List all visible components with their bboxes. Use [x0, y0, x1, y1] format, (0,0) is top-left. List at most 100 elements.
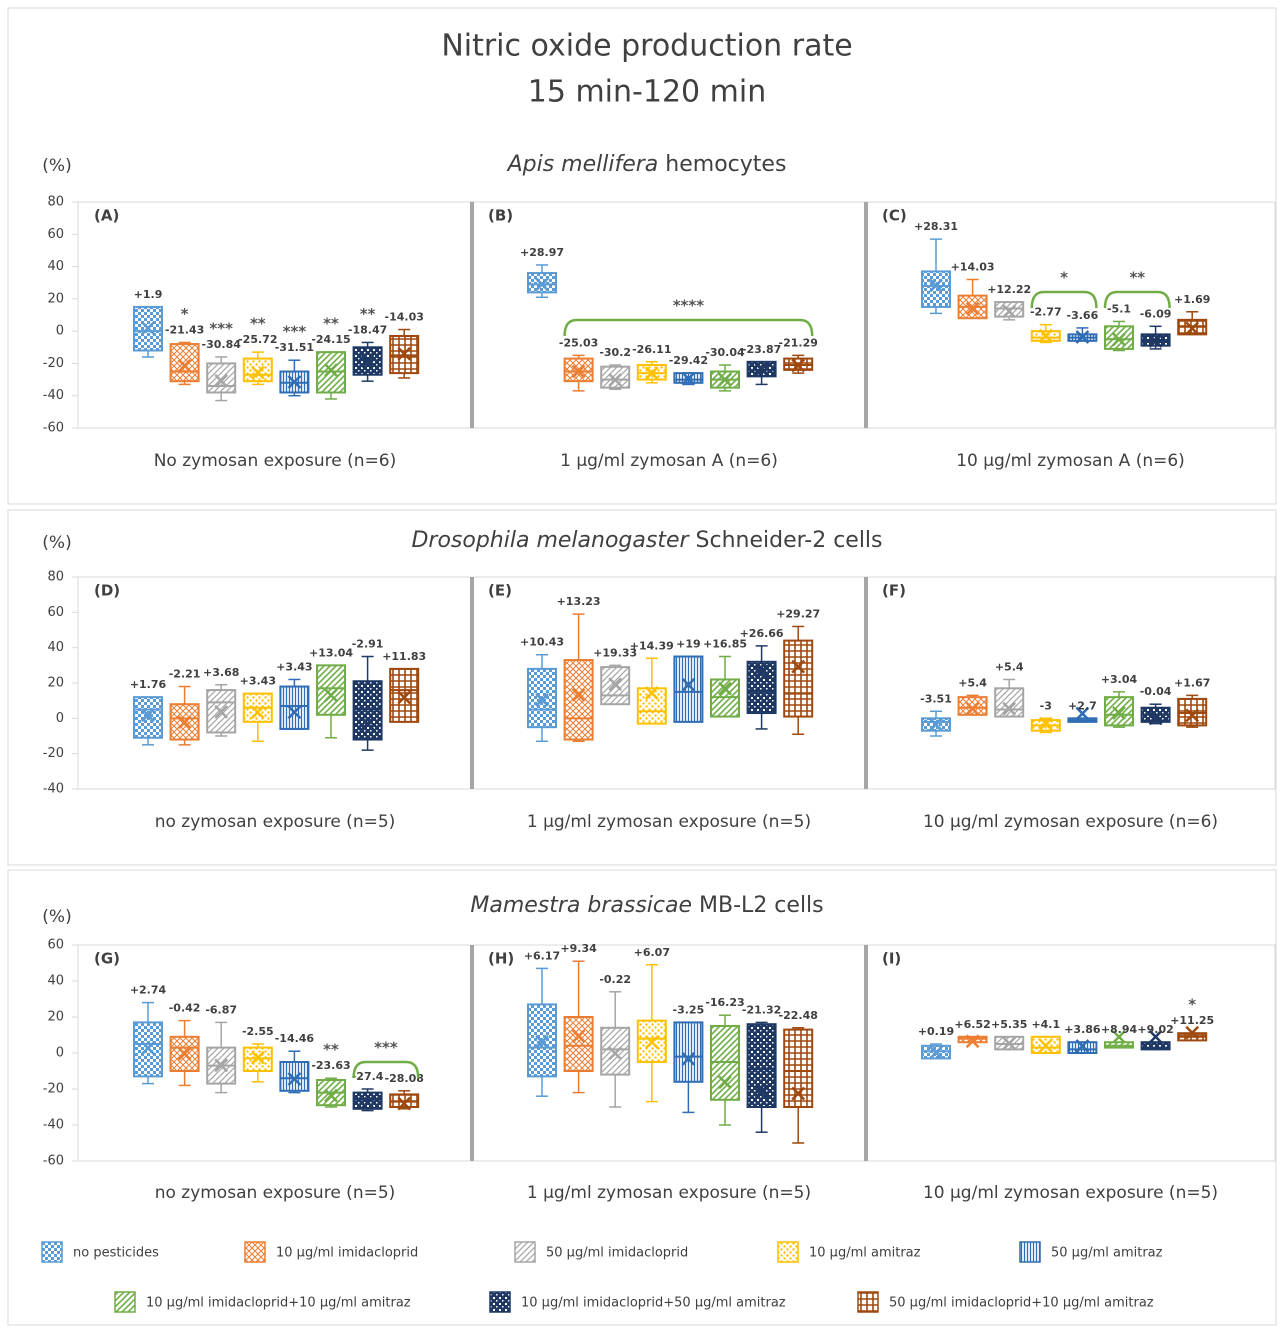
- x-axis-label: No zymosan exposure (n=6): [154, 451, 397, 471]
- y-tick-label: 0: [56, 1046, 64, 1061]
- legend-swatch: [114, 1291, 136, 1313]
- value-label: -21.43: [165, 323, 204, 336]
- mean-marker: [1148, 1029, 1163, 1044]
- y-tick-label: -20: [43, 356, 64, 371]
- y-tick-label: -60: [43, 1154, 64, 1169]
- mean-marker: [754, 664, 769, 679]
- value-label: -26.11: [632, 343, 671, 356]
- value-label: +5.4: [995, 660, 1024, 673]
- mean-marker: [324, 1088, 338, 1103]
- mean-marker: [571, 1029, 586, 1044]
- mean-marker: [965, 1034, 980, 1049]
- value-label: +8.94: [1101, 1023, 1138, 1036]
- mean-marker: [1002, 304, 1017, 319]
- bracket: [1030, 290, 1098, 309]
- value-label: +2.7: [1068, 699, 1097, 712]
- panel-label: (B): [488, 207, 513, 225]
- box: [563, 1016, 594, 1072]
- significance: **: [250, 315, 266, 333]
- value-label: -2.91: [352, 638, 384, 651]
- mean-marker: [1112, 1030, 1126, 1044]
- x-axis-label: 10 µg/ml zymosan exposure (n=6): [923, 812, 1218, 832]
- legend-swatch: [1019, 1241, 1041, 1263]
- mean-marker: [965, 301, 980, 316]
- mean-marker: [929, 278, 943, 293]
- mean-marker: [287, 705, 302, 720]
- section-title-italic: Mamestra brassicae: [470, 893, 692, 918]
- y-unit: (%): [42, 533, 71, 553]
- value-label: +0.19: [918, 1025, 954, 1038]
- value-label: +1.67: [1174, 676, 1210, 689]
- value-label: -0.42: [169, 1002, 201, 1015]
- y-tick-label: 40: [47, 640, 64, 655]
- x-axis-label: 1 µg/ml zymosan exposure (n=5): [527, 1183, 811, 1203]
- y-tick-label: -20: [43, 1082, 64, 1097]
- significance: *: [1060, 269, 1068, 287]
- value-label: -3: [1040, 699, 1052, 712]
- mean-marker: [1148, 334, 1163, 348]
- bracket: [352, 1060, 420, 1079]
- value-label: +13.23: [557, 595, 601, 608]
- box: [673, 1021, 704, 1083]
- mean-marker: [360, 1095, 375, 1110]
- value-label: -0.04: [1140, 685, 1172, 698]
- x-axis-label: 10 µg/ml zymosan exposure (n=5): [923, 1183, 1218, 1203]
- box: [783, 639, 814, 718]
- mean-marker: [754, 362, 769, 377]
- section-title-italic: Apis mellifera: [506, 152, 659, 177]
- value-label: -2.55: [242, 1025, 274, 1038]
- value-label: -21.32: [742, 1003, 781, 1016]
- value-label: +29.27: [776, 607, 820, 620]
- mean-marker: [287, 1072, 302, 1086]
- y-tick-label: 40: [47, 259, 64, 274]
- mean-marker: [754, 1084, 769, 1099]
- mean-marker: [965, 701, 980, 716]
- mean-marker: [1038, 1038, 1053, 1053]
- mean-marker: [1075, 706, 1090, 721]
- x-axis-label: 10 µg/ml zymosan A (n=6): [956, 451, 1185, 471]
- box: [206, 689, 237, 734]
- box: [389, 667, 420, 723]
- section-frame: [7, 869, 1277, 1326]
- mean-marker: [141, 321, 155, 335]
- value-label: -16.23: [705, 996, 744, 1009]
- box: [206, 362, 237, 394]
- mean-marker: [250, 365, 265, 380]
- mean-marker: [681, 371, 696, 386]
- mean-marker: [1075, 1039, 1090, 1053]
- legend-swatch: [41, 1241, 63, 1263]
- value-label: +1.9: [134, 288, 163, 301]
- y-tick-label: -40: [43, 1118, 64, 1133]
- section-title-text: hemocytes: [665, 152, 786, 177]
- value-label: -3.51: [920, 692, 952, 705]
- value-label: -14.03: [385, 311, 424, 324]
- significance: ***: [374, 1039, 398, 1057]
- mean-marker: [929, 1045, 943, 1060]
- panel-label: (E): [488, 582, 512, 600]
- mean-marker: [397, 690, 412, 705]
- mean-marker: [287, 375, 302, 389]
- mean-marker: [214, 704, 229, 719]
- value-label: -27.4: [352, 1070, 384, 1083]
- section-title: Mamestra brassicae MB-L2 cells: [470, 893, 823, 918]
- value-label: -31.51: [275, 341, 314, 354]
- legend-label: 10 µg/ml imidacloprid+10 µg/ml amitraz: [146, 1296, 411, 1311]
- value-label: +6.52: [954, 1018, 990, 1031]
- value-label: -25.72: [238, 333, 277, 346]
- x-axis-label: no zymosan exposure (n=5): [155, 812, 396, 832]
- section-frame: [7, 509, 1277, 866]
- mean-marker: [644, 686, 659, 700]
- mean-marker: [791, 659, 806, 674]
- y-tick-label: 40: [47, 974, 64, 989]
- panel-label: (G): [94, 950, 120, 968]
- value-label: -24.15: [311, 333, 350, 346]
- mean-marker: [1185, 321, 1200, 336]
- y-tick-label: 20: [47, 676, 64, 691]
- mean-marker: [535, 1035, 549, 1049]
- value-label: -5.1: [1107, 302, 1131, 315]
- value-label: +6.17: [524, 949, 560, 962]
- significance: **: [323, 1041, 339, 1059]
- mean-marker: [177, 358, 192, 373]
- mean-marker: [214, 1058, 229, 1073]
